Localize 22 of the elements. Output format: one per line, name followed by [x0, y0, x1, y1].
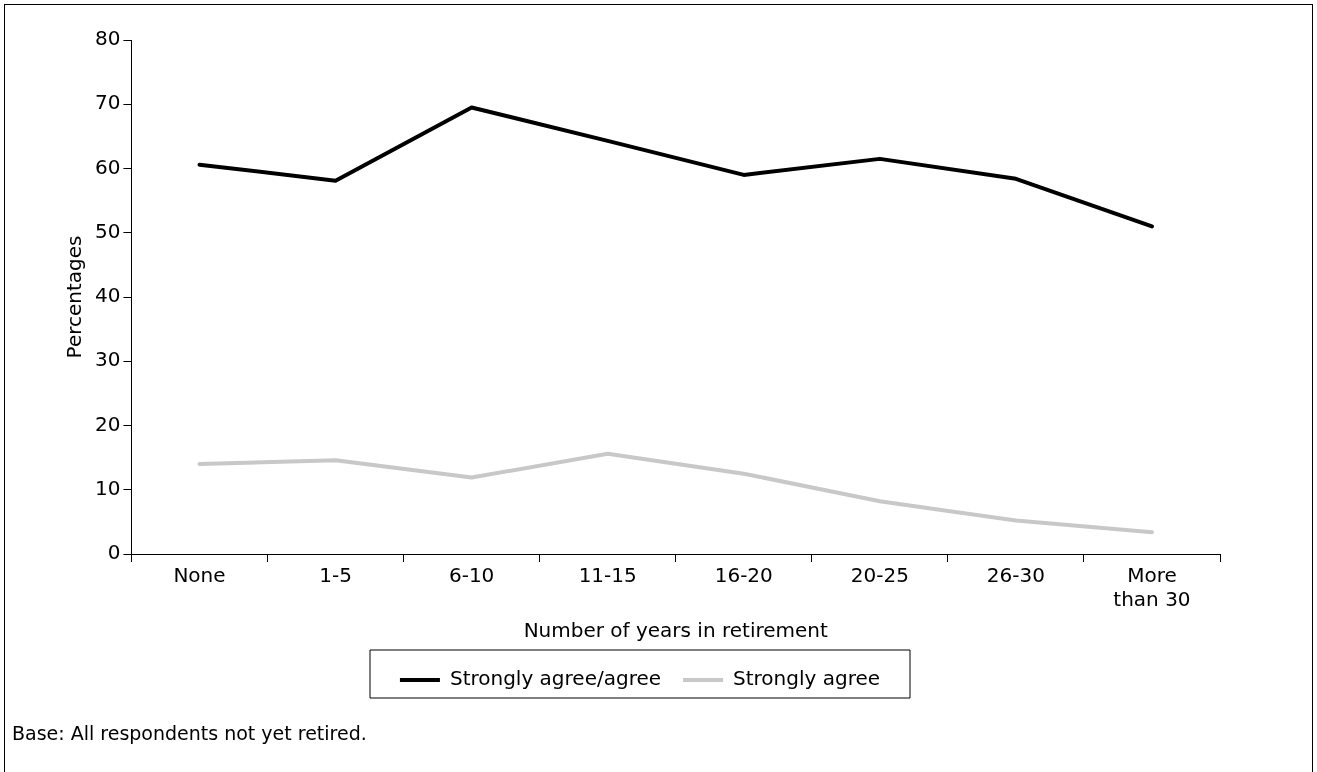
y-tick-label: 20	[95, 411, 121, 436]
y-axis-title: Percentages	[62, 235, 87, 359]
y-tick-label: 40	[95, 283, 121, 308]
y-tick-label: 80	[95, 26, 121, 51]
y-tick-label: 60	[95, 154, 121, 179]
x-tick-label: 11-15	[578, 563, 637, 588]
y-tick-label: 70	[95, 90, 121, 115]
x-tick-label: 1-5	[319, 563, 352, 588]
y-tick-label: 30	[95, 347, 121, 372]
x-tick-label: 6-10	[448, 563, 495, 588]
y-tick-label: 0	[107, 540, 121, 565]
x-tick-label: 20-25	[850, 563, 909, 588]
legend-label: Strongly agree	[733, 666, 881, 691]
text: Base: All respondents not yet retired.	[12, 722, 367, 744]
x-tick-label: More than 30	[1113, 563, 1191, 612]
legend-label: Strongly agree/agree	[449, 666, 662, 691]
y-tick-label: 50	[95, 218, 121, 243]
x-tick-label: 16-20	[714, 563, 773, 588]
y-tick-label: 10	[95, 475, 121, 500]
x-tick-label: None	[173, 563, 226, 588]
x-axis-title: Number of years in retirement	[523, 618, 828, 643]
x-tick-label: 26-30	[986, 563, 1045, 588]
